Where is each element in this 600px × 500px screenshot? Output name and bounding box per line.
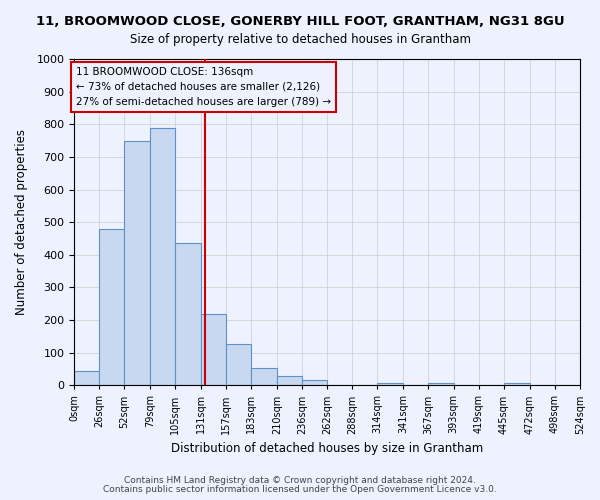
Bar — [277, 376, 302, 386]
Bar — [200, 314, 226, 386]
Text: 11, BROOMWOOD CLOSE, GONERBY HILL FOOT, GRANTHAM, NG31 8GU: 11, BROOMWOOD CLOSE, GONERBY HILL FOOT, … — [35, 15, 565, 28]
Bar — [99, 228, 124, 386]
Bar — [251, 368, 277, 386]
Bar — [124, 140, 151, 386]
Bar — [504, 382, 530, 386]
Text: 11 BROOMWOOD CLOSE: 136sqm
← 73% of detached houses are smaller (2,126)
27% of s: 11 BROOMWOOD CLOSE: 136sqm ← 73% of deta… — [76, 67, 331, 107]
Bar — [74, 370, 99, 386]
Bar — [175, 244, 200, 386]
Text: Contains public sector information licensed under the Open Government Licence v3: Contains public sector information licen… — [103, 485, 497, 494]
Bar — [377, 382, 403, 386]
Bar — [151, 128, 175, 386]
Y-axis label: Number of detached properties: Number of detached properties — [15, 129, 28, 315]
Text: Size of property relative to detached houses in Grantham: Size of property relative to detached ho… — [130, 32, 470, 46]
Bar — [302, 380, 327, 386]
Bar — [226, 344, 251, 386]
Bar — [428, 382, 454, 386]
Text: Contains HM Land Registry data © Crown copyright and database right 2024.: Contains HM Land Registry data © Crown c… — [124, 476, 476, 485]
X-axis label: Distribution of detached houses by size in Grantham: Distribution of detached houses by size … — [171, 442, 483, 455]
